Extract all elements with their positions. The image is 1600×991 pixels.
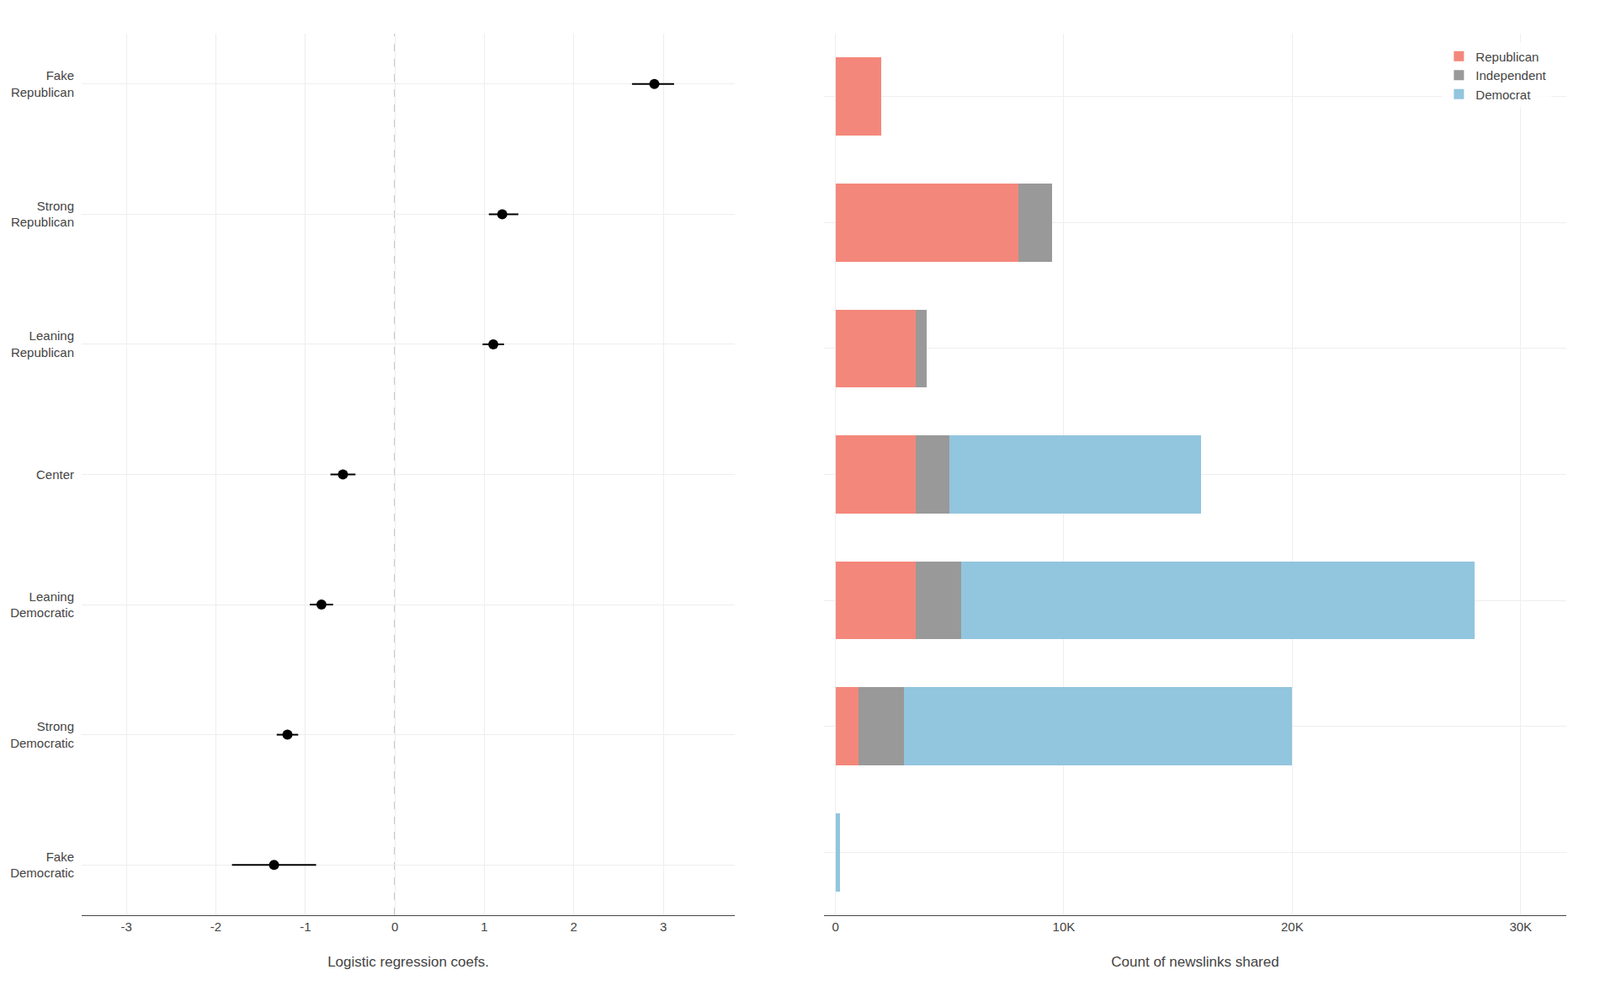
- svg-text:Logistic regression coefs.: Logistic regression coefs.: [327, 953, 490, 970]
- svg-text:1: 1: [480, 919, 488, 934]
- svg-text:FakeRepublican: FakeRepublican: [10, 68, 75, 100]
- svg-text:Center: Center: [36, 467, 75, 482]
- svg-text:StrongRepublican: StrongRepublican: [10, 198, 75, 230]
- svg-text:3: 3: [659, 919, 667, 934]
- svg-text:20K: 20K: [1281, 919, 1304, 934]
- svg-text:-1: -1: [299, 919, 311, 934]
- svg-text:Democrat: Democrat: [1475, 87, 1531, 102]
- svg-text:Count of newslinks shared: Count of newslinks shared: [1110, 953, 1279, 970]
- svg-text:LeaningDemocratic: LeaningDemocratic: [10, 589, 75, 621]
- svg-text:Republican: Republican: [1475, 49, 1539, 64]
- svg-text:Independent: Independent: [1475, 68, 1547, 83]
- svg-text:StrongDemocratic: StrongDemocratic: [10, 718, 75, 750]
- svg-text:-3: -3: [120, 919, 132, 934]
- svg-text:0: 0: [831, 919, 839, 934]
- svg-text:10K: 10K: [1052, 919, 1076, 934]
- svg-text:2: 2: [570, 919, 578, 934]
- svg-text:LeaningRepublican: LeaningRepublican: [10, 328, 75, 360]
- svg-text:30K: 30K: [1509, 919, 1532, 934]
- svg-text:0: 0: [391, 919, 399, 934]
- svg-text:FakeDemocratic: FakeDemocratic: [10, 849, 75, 881]
- svg-text:-2: -2: [210, 919, 222, 934]
